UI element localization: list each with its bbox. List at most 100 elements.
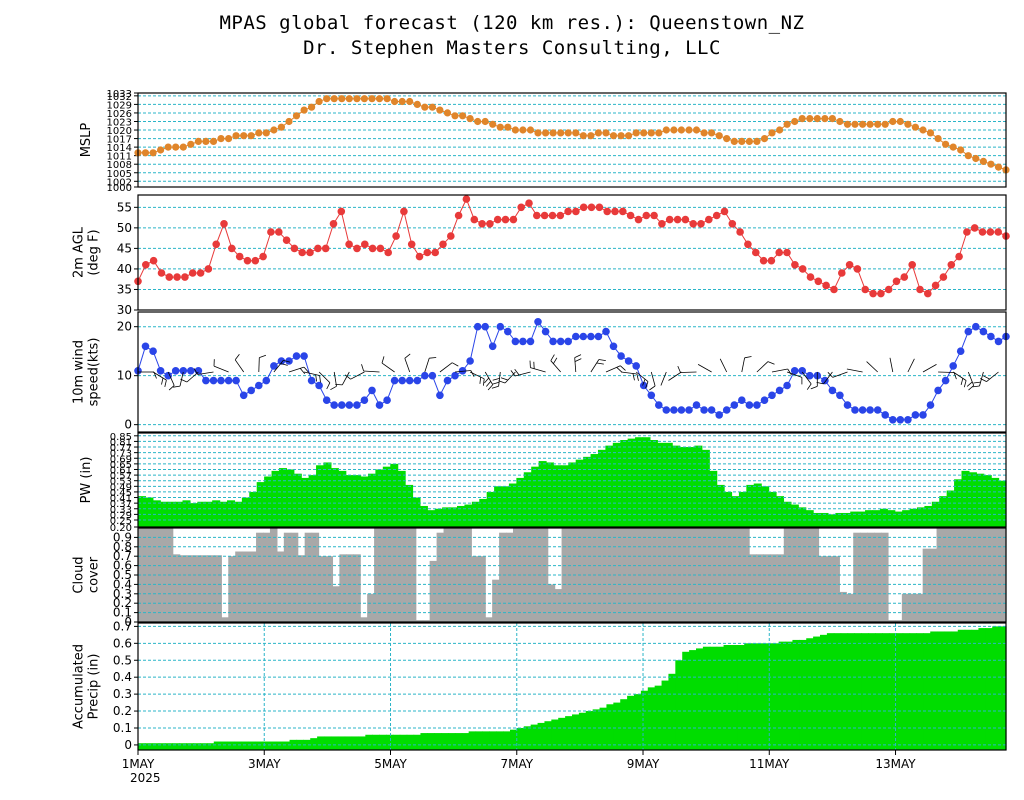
cloud-bar	[485, 617, 493, 622]
y-tick-label: 1002	[107, 177, 132, 188]
wind-point	[964, 327, 973, 336]
wind-point	[451, 371, 459, 380]
pw-bar	[724, 491, 733, 527]
wind-point	[722, 406, 731, 414]
wind-barb-feather	[484, 377, 490, 384]
temp-point	[853, 265, 862, 273]
wind-point	[994, 337, 1003, 346]
mslp-point	[926, 129, 935, 137]
pw-bar	[768, 491, 777, 527]
temp-point	[634, 215, 643, 224]
cloud-bar	[499, 532, 507, 622]
precip-bar	[902, 633, 911, 750]
wind-point	[254, 381, 263, 390]
temp-point	[595, 203, 604, 212]
temp-point	[501, 215, 510, 224]
x-tick-label: 5MAY	[374, 757, 407, 771]
cloud-bar	[603, 528, 611, 622]
precip-bar	[544, 721, 552, 750]
precip-bar	[978, 628, 986, 750]
mslp-point	[617, 132, 625, 140]
wind-point	[171, 367, 180, 375]
pw-bar	[976, 473, 985, 527]
temp-point	[345, 240, 353, 249]
precip-bar	[330, 736, 339, 750]
wind-barb-feather	[487, 384, 494, 391]
cloud-bar	[853, 532, 861, 622]
temp-point	[869, 289, 877, 298]
wind-barb	[650, 371, 656, 387]
precip-bar	[744, 643, 752, 750]
wind-barb-feather	[483, 378, 485, 386]
precip-bar	[764, 643, 773, 750]
wind-point	[398, 376, 407, 385]
wind-point	[843, 401, 852, 409]
precip-bar	[723, 645, 732, 750]
wind-barb	[938, 371, 955, 373]
precip-bar	[627, 695, 635, 750]
cloud-bar	[929, 548, 938, 622]
mslp-point	[209, 137, 218, 145]
wind-point	[405, 376, 414, 385]
wind-point	[738, 396, 746, 405]
pw-bar	[442, 507, 451, 527]
wind-barb-feather	[479, 376, 482, 384]
wind-point	[466, 357, 474, 365]
panel-pw: 0.200.250.290.330.370.410.450.490.530.57…	[79, 432, 1007, 534]
mslp-point	[972, 154, 980, 163]
pw-bar	[672, 445, 681, 527]
temp-point	[447, 232, 455, 240]
wind-barb-feather	[344, 374, 351, 380]
wind-point	[519, 337, 527, 346]
mslp-point	[776, 126, 784, 134]
cloud-bar	[554, 589, 563, 622]
wind-point	[443, 376, 452, 385]
wind-barb	[234, 359, 245, 373]
mslp-point	[542, 129, 550, 137]
cloud-bar	[346, 554, 354, 622]
pw-bar	[286, 469, 295, 527]
temp-point	[877, 289, 885, 298]
pw-bar	[612, 442, 621, 527]
wind-barb-feather	[983, 375, 990, 380]
temp-point	[400, 207, 408, 216]
precip-bar	[661, 680, 670, 750]
pw-bar	[746, 484, 755, 527]
temp-point	[392, 232, 400, 240]
wind-barb	[590, 359, 600, 373]
pw-bar	[627, 438, 636, 527]
cloud-bar	[874, 532, 882, 622]
wind-point	[745, 401, 754, 409]
wind-barb	[498, 371, 501, 387]
cloud-bar	[825, 556, 833, 622]
wind-barb	[186, 371, 199, 383]
cloud-bar	[193, 555, 202, 622]
cloud-bar	[762, 554, 771, 622]
y-tick-label: 0	[124, 738, 132, 752]
x-tick-label: 9MAY	[627, 757, 660, 771]
y-axis-label: PW (in)	[79, 457, 94, 504]
pw-bar	[427, 510, 436, 527]
y-tick-label: 0.3	[113, 687, 132, 701]
precip-bar	[358, 736, 366, 750]
mslp-point	[232, 132, 240, 140]
cloud-bar	[783, 528, 792, 622]
mslp-point	[828, 115, 837, 123]
pw-bar	[256, 482, 265, 527]
y-tick-label: 30	[117, 303, 132, 317]
y-tick-label: 45	[117, 241, 132, 255]
pw-bar	[649, 440, 658, 527]
precip-bar	[365, 734, 373, 750]
precip-bar	[888, 633, 897, 750]
mslp-point	[821, 115, 829, 123]
temp-point	[157, 269, 166, 277]
mslp-point	[768, 129, 776, 137]
cloud-bar	[325, 556, 334, 622]
wind-barb-feather	[510, 370, 516, 377]
precip-bar	[716, 646, 725, 750]
precip-bar	[709, 646, 718, 750]
temp-point	[650, 211, 658, 220]
y-tick-label: 0.69	[110, 454, 132, 465]
precip-bar	[227, 741, 236, 750]
temp-point	[838, 269, 846, 277]
